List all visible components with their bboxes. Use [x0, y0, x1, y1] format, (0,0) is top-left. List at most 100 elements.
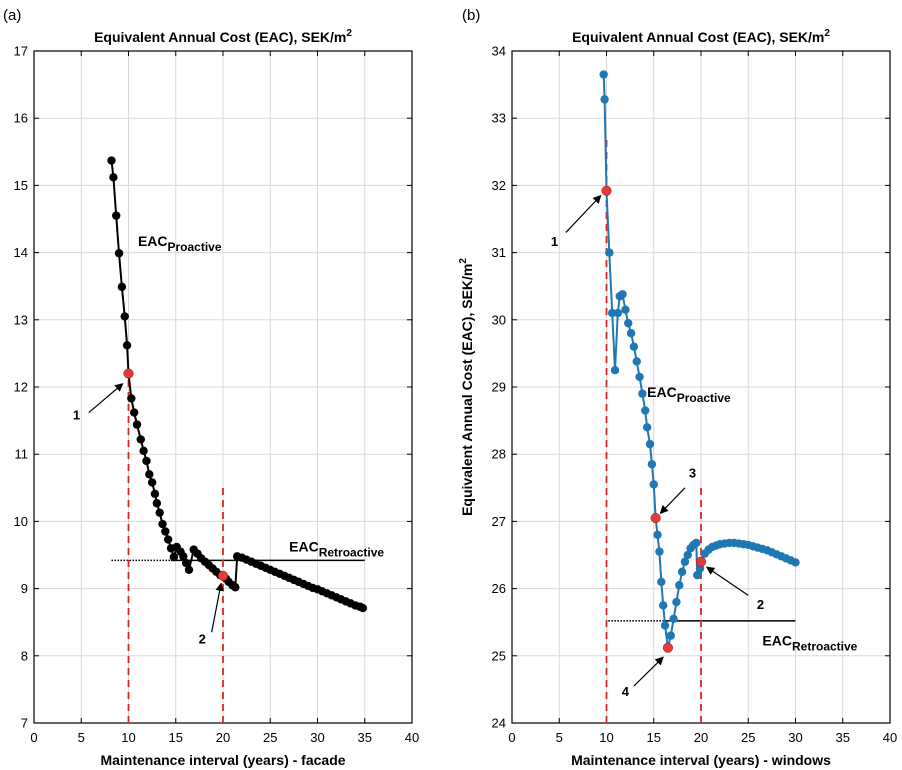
- x-tick-label: 15: [647, 730, 661, 745]
- y-tick-label: 24: [492, 716, 506, 731]
- data-point: [657, 577, 666, 587]
- data-point: [680, 557, 690, 566]
- x-axis-label: Maintenance interval (years) - facade: [100, 752, 345, 768]
- data-point: [132, 420, 142, 429]
- y-tick-label: 14: [14, 245, 28, 260]
- callout-label: 2: [757, 597, 764, 612]
- data-point: [653, 530, 662, 540]
- callout-arrow: [705, 566, 749, 596]
- y-tick-label: 30: [492, 312, 506, 327]
- data-point: [163, 535, 173, 544]
- x-tick-label: 20: [694, 730, 708, 745]
- callout-label: 3: [689, 466, 696, 481]
- data-point: [145, 470, 154, 479]
- eac-label: EACRetroactive: [762, 633, 857, 654]
- y-tick-label: 12: [14, 380, 28, 395]
- eac-label-main: EAC: [138, 233, 168, 249]
- y-tick-label: 26: [492, 581, 506, 596]
- data-point: [152, 499, 162, 508]
- chart-panel-b: 0 5 10 15 20 25 30 35 402425262728293031323334(b…: [458, 7, 897, 768]
- data-point: [129, 408, 139, 417]
- data-point: [158, 519, 167, 529]
- y-tick-label: 32: [492, 178, 506, 193]
- eac-label: EACProactive: [138, 233, 222, 254]
- callout-label: 1: [73, 407, 80, 422]
- data-point: [618, 290, 627, 299]
- data-point: [629, 342, 639, 351]
- grid: [33, 50, 413, 724]
- data-point: [122, 341, 132, 350]
- data-point: [649, 480, 658, 489]
- y-tick-label: 31: [492, 245, 506, 260]
- data-point: [624, 318, 633, 328]
- data-point: [791, 558, 800, 567]
- y-tick-label: 10: [14, 514, 28, 529]
- highlight-point: [601, 185, 612, 196]
- eac-label: EACRetroactive: [289, 539, 384, 560]
- data-point: [181, 558, 191, 568]
- y-tick-label: 15: [14, 178, 28, 193]
- data-point: [672, 597, 681, 607]
- x-tick-label: 40: [405, 730, 419, 745]
- x-tick-label: 30: [310, 730, 324, 745]
- eac-label-main: EAC: [289, 539, 319, 555]
- x-tick-label: 35: [358, 730, 372, 745]
- highlight-point: [662, 642, 673, 653]
- data-point: [642, 423, 652, 432]
- data-point: [641, 406, 650, 415]
- data-point: [692, 538, 701, 548]
- y-tick-label: 13: [14, 312, 28, 327]
- data-point: [693, 570, 702, 580]
- chart-title: Equivalent Annual Cost (EAC), SEK/m2: [572, 28, 830, 45]
- x-tick-label: 5: [556, 730, 563, 745]
- y-tick-label: 25: [492, 648, 506, 663]
- x-tick-label: 10: [599, 730, 613, 745]
- x-tick-label: 0: [30, 730, 37, 745]
- data-point: [647, 460, 657, 469]
- y-tick-label: 8: [21, 648, 28, 663]
- y-tick-label: 7: [21, 716, 28, 731]
- data-point: [109, 173, 118, 182]
- data-point: [675, 581, 684, 590]
- eac-label: EACProactive: [647, 384, 731, 405]
- data-point: [112, 211, 121, 220]
- data-point: [683, 550, 692, 560]
- y-axis-label: Equivalent Annual Cost (EAC), SEK/m2: [458, 258, 475, 516]
- data-point: [599, 70, 608, 79]
- data-point: [660, 621, 670, 630]
- chart-title-sup: 2: [346, 28, 352, 39]
- x-tick-label: 15: [169, 730, 183, 745]
- eac-label-sub: Proactive: [677, 391, 731, 405]
- chart-title: Equivalent Annual Cost (EAC), SEK/m2: [94, 28, 352, 45]
- callout-arrow: [565, 194, 602, 233]
- callout-label: 2: [199, 632, 206, 647]
- y-tick-label: 9: [21, 581, 28, 596]
- x-tick-label: 10: [121, 730, 135, 745]
- y-tick-label: 34: [492, 44, 506, 59]
- highlight-point: [695, 556, 707, 567]
- y-axis-label-main: Equivalent Annual Cost (EAC), SEK/m: [459, 264, 475, 516]
- data-point: [136, 435, 145, 444]
- x-tick-label: 5: [78, 730, 85, 745]
- highlight-point: [650, 512, 661, 524]
- callout-label: 1: [551, 234, 558, 249]
- data-point: [107, 156, 116, 165]
- x-tick-label: 20: [216, 730, 230, 745]
- x-tick-label: 0: [508, 730, 515, 745]
- data-point: [600, 95, 609, 104]
- chart-panel-a: 0 5 10 15 20 25 30 35 407891011121314151617(a)Eq…: [3, 7, 419, 768]
- y-tick-label: 27: [492, 514, 506, 529]
- y-tick-label: 16: [14, 111, 28, 126]
- data-point: [179, 552, 188, 561]
- x-tick-label: 25: [741, 730, 755, 745]
- y-tick-label: 29: [492, 380, 506, 395]
- data-point: [666, 631, 675, 640]
- data-point: [161, 527, 170, 536]
- panel-label: (a): [3, 7, 21, 24]
- y-axis-label-sup: 2: [458, 258, 469, 264]
- data-point: [655, 547, 664, 556]
- y-tick-label: 33: [492, 111, 506, 126]
- data-point: [117, 282, 127, 292]
- highlight-point: [123, 368, 134, 379]
